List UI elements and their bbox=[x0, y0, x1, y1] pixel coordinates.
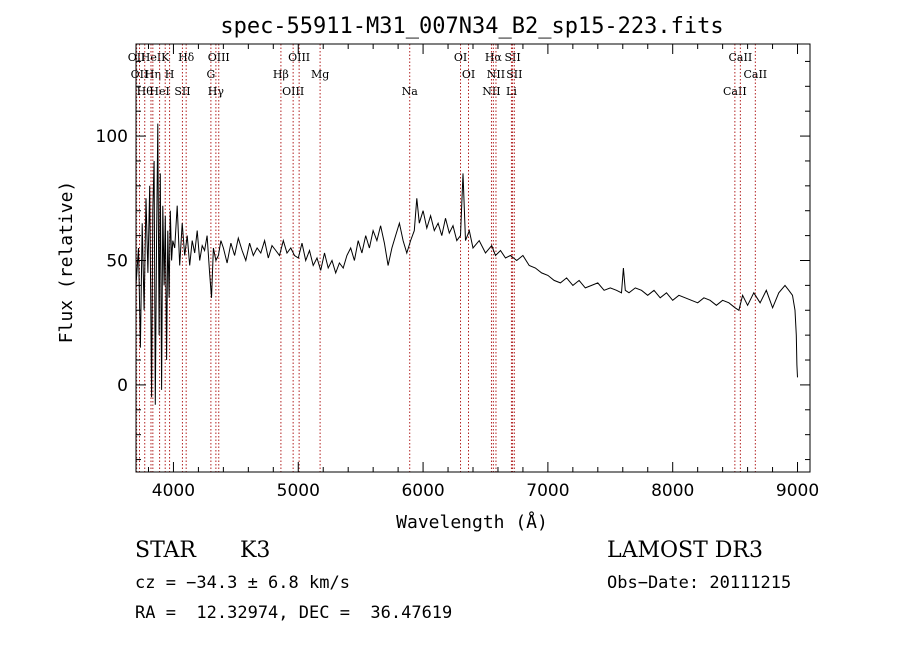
redshift-velocity: cz = −34.3 ± 6.8 km/s bbox=[135, 573, 350, 593]
marker-label: HeI bbox=[149, 85, 169, 98]
x-tick-label: 7000 bbox=[526, 481, 569, 501]
plot-axes: 4000 5000 6000 7000 8000 9000 0 50 100 bbox=[96, 43, 819, 501]
marker-label: SII bbox=[174, 85, 190, 98]
chart-title: spec-55911-M31_007N34_B2_sp15-223.fits bbox=[220, 14, 723, 39]
x-tick-label: 6000 bbox=[401, 481, 444, 501]
marker-label: SII bbox=[504, 51, 520, 64]
line-markers: OIIOIIHθHeIHηHeIKHSIIHδGHγOIIIHβOIIIOIII… bbox=[128, 44, 767, 472]
x-tick-label: 8000 bbox=[651, 481, 694, 501]
marker-label: CaII bbox=[743, 68, 767, 81]
y-tick-label: 0 bbox=[117, 376, 128, 396]
marker-label: Hθ bbox=[137, 85, 154, 98]
marker-label: CaII bbox=[723, 85, 747, 98]
marker-label: OII bbox=[128, 51, 146, 64]
x-tick-label: 5000 bbox=[277, 481, 320, 501]
marker-label: OIII bbox=[208, 51, 230, 64]
observation-date: Obs−Date: 20111215 bbox=[607, 573, 792, 593]
y-tick-label: 50 bbox=[106, 251, 128, 271]
marker-label: Hη bbox=[145, 68, 161, 81]
marker-label: NII bbox=[487, 68, 505, 81]
marker-label: G bbox=[206, 68, 215, 81]
spectrum-line bbox=[135, 123, 798, 405]
x-tick-label: 9000 bbox=[776, 481, 819, 501]
x-axis-label: Wavelength (Å) bbox=[396, 511, 548, 533]
marker-label: Na bbox=[402, 85, 419, 98]
marker-label: OII bbox=[131, 68, 149, 81]
marker-label: OIII bbox=[282, 85, 304, 98]
marker-label: Hδ bbox=[178, 51, 195, 64]
marker-label: Li bbox=[506, 85, 517, 98]
marker-label: HeI bbox=[141, 51, 161, 64]
marker-label: NII bbox=[482, 85, 500, 98]
marker-label: Hα bbox=[485, 51, 503, 64]
x-tick-label: 4000 bbox=[152, 481, 195, 501]
survey-name: LAMOST DR3 bbox=[607, 538, 763, 563]
marker-label: Hβ bbox=[273, 68, 289, 81]
marker-label: Mg bbox=[311, 68, 329, 81]
sky-coordinates: RA = 12.32974, DEC = 36.47619 bbox=[135, 603, 453, 623]
plot-frame bbox=[135, 43, 811, 473]
y-tick-label: 100 bbox=[96, 127, 128, 147]
marker-label: OI bbox=[462, 68, 475, 81]
marker-label: CaII bbox=[729, 51, 753, 64]
marker-label: K bbox=[161, 51, 170, 64]
y-axis-label: Flux (relative) bbox=[56, 181, 77, 344]
marker-label: SII bbox=[506, 68, 522, 81]
marker-label: OIII bbox=[288, 51, 310, 64]
object-subclass: K3 bbox=[240, 538, 271, 563]
object-class: STAR bbox=[135, 538, 196, 563]
marker-label: H bbox=[165, 68, 175, 81]
marker-label: OI bbox=[454, 51, 467, 64]
marker-label: Hγ bbox=[208, 85, 225, 98]
